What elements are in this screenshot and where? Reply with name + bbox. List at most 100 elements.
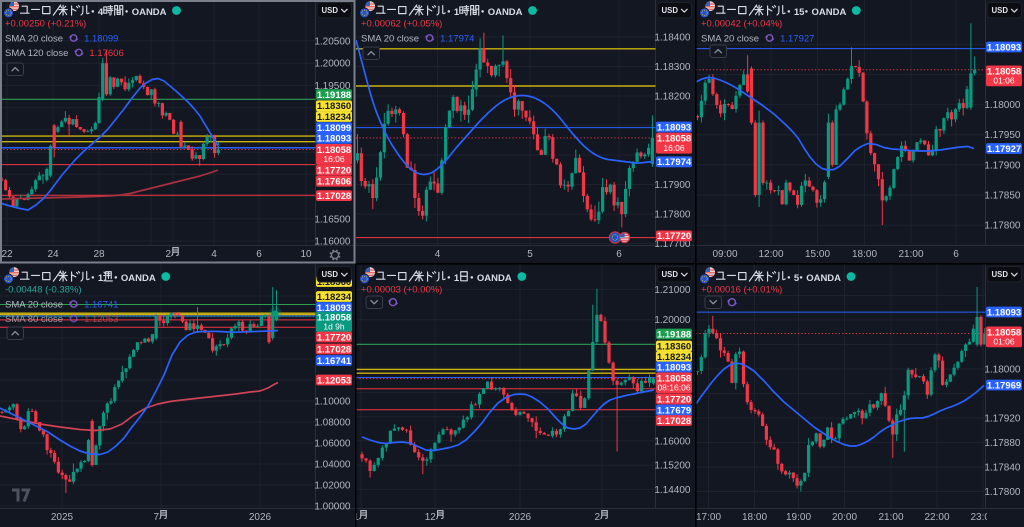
svg-text:6: 6 — [616, 249, 622, 260]
svg-text:21:00: 21:00 — [878, 512, 903, 523]
svg-text:1.21000: 1.21000 — [654, 285, 691, 296]
svg-text:1.18058: 1.18058 — [987, 327, 1021, 338]
svg-text:1.17720: 1.17720 — [317, 332, 351, 343]
svg-text:1.17850: 1.17850 — [984, 191, 1021, 202]
svg-text:USD: USD — [662, 270, 679, 279]
svg-text:1.18058: 1.18058 — [657, 373, 691, 384]
svg-text:1.15200: 1.15200 — [654, 461, 691, 472]
svg-text:12: 12 — [425, 512, 437, 523]
svg-text:SMA 120 close: SMA 120 close — [5, 48, 68, 59]
svg-text:1.19188: 1.19188 — [317, 90, 351, 101]
svg-text:1.17028: 1.17028 — [657, 416, 691, 427]
svg-text:1.18360: 1.18360 — [657, 341, 691, 352]
svg-text:24: 24 — [47, 249, 59, 260]
svg-text:10: 10 — [300, 249, 312, 260]
svg-text:1.20000: 1.20000 — [314, 59, 351, 70]
svg-text:OANDA: OANDA — [132, 7, 167, 18]
svg-text:1.18093: 1.18093 — [317, 303, 351, 314]
svg-text:1.17920: 1.17920 — [984, 414, 1021, 425]
svg-text:OANDA: OANDA — [806, 273, 841, 284]
svg-text:1.17927: 1.17927 — [780, 34, 814, 45]
svg-text:4: 4 — [435, 249, 441, 260]
svg-text:5: 5 — [527, 249, 533, 260]
svg-text:1d 9h: 1d 9h — [323, 322, 345, 332]
svg-text:1.04000: 1.04000 — [314, 460, 351, 471]
svg-text:OANDA: OANDA — [477, 273, 512, 284]
svg-text:1.17969: 1.17969 — [987, 380, 1021, 391]
svg-text:1.17900: 1.17900 — [984, 160, 1021, 171]
svg-text:1.19500: 1.19500 — [314, 81, 351, 92]
svg-text:1.18000: 1.18000 — [984, 365, 1021, 376]
svg-text:SMA 20 close: SMA 20 close — [701, 34, 759, 45]
svg-text:OANDA: OANDA — [121, 273, 156, 284]
svg-text:1.08000: 1.08000 — [314, 418, 351, 429]
svg-text:1.17927: 1.17927 — [987, 144, 1021, 155]
svg-text:2: 2 — [595, 512, 601, 523]
svg-text:USD: USD — [992, 270, 1009, 279]
svg-text:1.17974: 1.17974 — [440, 34, 474, 45]
svg-text:+0.00042 (+0.04%): +0.00042 (+0.04%) — [701, 19, 782, 30]
svg-text:1.19188: 1.19188 — [657, 329, 691, 340]
svg-text:USD: USD — [992, 6, 1009, 15]
svg-text:28: 28 — [93, 249, 105, 260]
svg-text:1.18093: 1.18093 — [987, 42, 1021, 53]
svg-text:1.18200: 1.18200 — [654, 92, 691, 103]
svg-text:1.17800: 1.17800 — [984, 221, 1021, 232]
svg-text:20:00: 20:00 — [832, 512, 857, 523]
svg-text:1.20000: 1.20000 — [654, 315, 691, 326]
svg-text:1.17606: 1.17606 — [89, 48, 123, 59]
svg-text:1.00000: 1.00000 — [314, 502, 351, 513]
svg-text:SMA 20 close: SMA 20 close — [5, 34, 63, 45]
svg-text:1.17720: 1.17720 — [317, 165, 351, 176]
svg-text:16:06: 16:06 — [323, 154, 345, 164]
svg-text:1.17974: 1.17974 — [657, 157, 692, 168]
svg-text:1.18234: 1.18234 — [657, 352, 692, 363]
svg-text:18:00: 18:00 — [852, 249, 877, 260]
svg-text:01:06: 01:06 — [993, 337, 1015, 347]
svg-text:22: 22 — [1, 249, 13, 260]
svg-text:1: 1 — [454, 273, 460, 284]
svg-text:-0.00448 (-0.38%): -0.00448 (-0.38%) — [5, 285, 82, 296]
svg-text:1.17700: 1.17700 — [654, 239, 691, 250]
svg-text:1.20500: 1.20500 — [314, 36, 351, 47]
svg-text:USD: USD — [322, 270, 339, 279]
svg-text:1.18300: 1.18300 — [654, 62, 691, 73]
svg-text:OANDA: OANDA — [812, 7, 847, 18]
svg-text:1.18000: 1.18000 — [984, 100, 1021, 111]
svg-text:19:00: 19:00 — [786, 512, 811, 523]
svg-text:1.17679: 1.17679 — [657, 405, 691, 416]
svg-text:5: 5 — [794, 273, 800, 284]
svg-text:+0.00016 (+0.01%): +0.00016 (+0.01%) — [701, 285, 782, 296]
svg-text:7: 7 — [154, 512, 160, 523]
svg-text:+0.00003 (+0.00%): +0.00003 (+0.00%) — [361, 285, 442, 296]
svg-text:1.18058: 1.18058 — [317, 145, 351, 156]
svg-text:SMA 80 close: SMA 80 close — [5, 314, 63, 325]
svg-text:1.16741: 1.16741 — [84, 300, 118, 311]
svg-text:1.18058: 1.18058 — [317, 312, 351, 323]
svg-text:1.18099: 1.18099 — [84, 34, 118, 45]
svg-text:1.16500: 1.16500 — [314, 214, 351, 225]
svg-text:09:00: 09:00 — [712, 249, 737, 260]
svg-text:1.12053: 1.12053 — [317, 375, 351, 386]
svg-text:1.18400: 1.18400 — [654, 33, 691, 44]
svg-text:1.17028: 1.17028 — [317, 344, 351, 355]
svg-text:SMA 20 close: SMA 20 close — [5, 300, 63, 311]
svg-text:2: 2 — [166, 249, 172, 260]
svg-text:1.17028: 1.17028 — [317, 191, 351, 202]
svg-text:1.02000: 1.02000 — [314, 481, 351, 492]
svg-text:USD: USD — [322, 6, 339, 15]
svg-text:1.17606: 1.17606 — [317, 177, 351, 188]
svg-text:2026: 2026 — [249, 512, 272, 523]
svg-text:12:00: 12:00 — [758, 249, 783, 260]
svg-text:1.18360: 1.18360 — [317, 101, 351, 112]
svg-text:+0.00250 (+0.21%): +0.00250 (+0.21%) — [5, 19, 86, 30]
svg-text:08:16:06: 08:16:06 — [657, 383, 690, 393]
svg-text:15:00: 15:00 — [805, 249, 830, 260]
svg-text:4: 4 — [98, 7, 104, 18]
svg-text:1.18099: 1.18099 — [317, 123, 351, 134]
svg-text:4: 4 — [211, 249, 217, 260]
svg-text:1.17800: 1.17800 — [984, 487, 1021, 498]
svg-text:+0.00062 (+0.05%): +0.00062 (+0.05%) — [361, 19, 442, 30]
svg-text:18:00: 18:00 — [742, 512, 767, 523]
svg-text:1.16741: 1.16741 — [317, 356, 352, 367]
